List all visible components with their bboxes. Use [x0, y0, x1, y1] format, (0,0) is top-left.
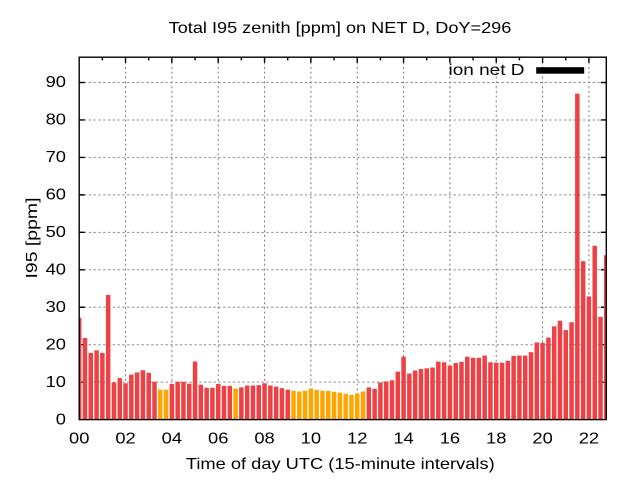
- svg-text:80: 80: [46, 112, 67, 129]
- svg-text:02: 02: [115, 431, 136, 448]
- svg-text:50: 50: [46, 224, 67, 241]
- svg-text:04: 04: [162, 431, 183, 448]
- svg-text:14: 14: [393, 431, 414, 448]
- svg-text:30: 30: [46, 299, 67, 316]
- svg-text:Time of day UTC (15-minute int: Time of day UTC (15-minute intervals): [186, 456, 495, 473]
- svg-text:18: 18: [486, 431, 507, 448]
- svg-text:90: 90: [46, 74, 67, 91]
- svg-text:0: 0: [56, 411, 66, 428]
- svg-text:06: 06: [208, 431, 229, 448]
- svg-text:70: 70: [46, 149, 67, 166]
- svg-text:08: 08: [254, 431, 275, 448]
- svg-text:ion net D: ion net D: [449, 62, 525, 79]
- svg-text:22: 22: [579, 431, 600, 448]
- svg-text:60: 60: [46, 187, 67, 204]
- svg-text:12: 12: [347, 431, 368, 448]
- svg-text:I95 [ppm]: I95 [ppm]: [24, 198, 41, 279]
- svg-text:20: 20: [532, 431, 553, 448]
- svg-text:40: 40: [46, 261, 67, 278]
- svg-text:20: 20: [46, 336, 67, 353]
- svg-text:10: 10: [301, 431, 322, 448]
- svg-text:16: 16: [440, 431, 461, 448]
- svg-text:10: 10: [46, 374, 67, 391]
- svg-text:00: 00: [69, 431, 90, 448]
- svg-text:Total I95 zenith [ppm] on NET: Total I95 zenith [ppm] on NET D, DoY=296: [169, 20, 512, 37]
